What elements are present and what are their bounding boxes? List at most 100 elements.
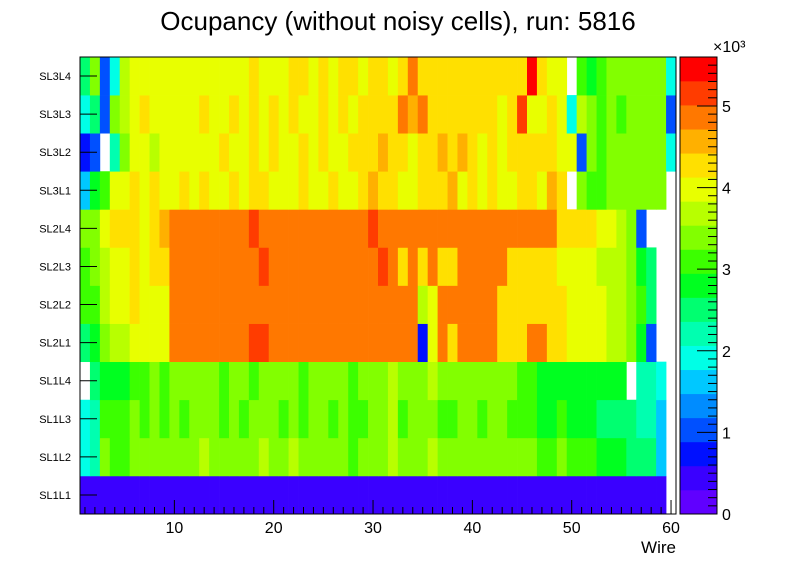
heatmap-cell — [546, 171, 558, 210]
heatmap-cell — [517, 399, 528, 439]
heatmap-cell — [288, 323, 299, 363]
heatmap-cell — [318, 95, 329, 134]
heatmap-cell — [527, 95, 538, 134]
colorbar-segment — [680, 57, 717, 82]
heatmap-cell — [189, 133, 200, 172]
heatmap-cell — [546, 361, 558, 401]
heatmap-cell — [576, 437, 587, 477]
heatmap-cell — [596, 209, 607, 248]
heatmap-cell — [229, 247, 240, 286]
heatmap-cell — [219, 285, 230, 324]
heatmap-cell — [268, 437, 280, 477]
heatmap-cell — [586, 57, 597, 96]
heatmap-cell — [586, 247, 597, 286]
heatmap-cell — [288, 399, 299, 439]
heatmap-cell — [358, 57, 369, 96]
heatmap-cell — [189, 361, 200, 401]
heatmap-cell — [616, 95, 627, 134]
heatmap-cell — [368, 247, 379, 286]
heatmap-cell — [387, 247, 399, 286]
heatmap-cell — [189, 323, 200, 363]
heatmap-cell — [536, 247, 548, 286]
x-axis-label: Wire — [641, 538, 676, 557]
heatmap-cell — [437, 95, 448, 134]
colorbar-segment — [680, 81, 717, 106]
heatmap-cell — [497, 209, 508, 248]
heatmap-cell — [368, 437, 379, 477]
heatmap-cell — [219, 399, 230, 439]
heatmap-cell — [348, 171, 359, 210]
heatmap-cell — [487, 209, 498, 248]
heatmap-cell — [477, 285, 488, 324]
heatmap-cell — [477, 95, 488, 134]
heatmap-cell — [258, 437, 270, 477]
heatmap-cell — [387, 361, 399, 401]
heatmap-cell — [626, 437, 637, 477]
heatmap-cell — [646, 361, 657, 401]
heatmap-cell — [129, 57, 140, 96]
heatmap-cell — [238, 133, 250, 172]
heatmap-cell — [497, 95, 508, 134]
heatmap-cell — [278, 399, 289, 439]
heatmap-cell — [368, 475, 379, 515]
heatmap-cell — [209, 361, 220, 401]
heatmap-cell — [427, 133, 438, 172]
heatmap-cell — [487, 247, 498, 286]
heatmap-cell — [517, 95, 528, 134]
heatmap-cell — [656, 361, 667, 401]
heatmap-cell — [238, 95, 250, 134]
heatmap-cell — [616, 247, 627, 286]
heatmap-cell — [507, 361, 518, 401]
heatmap-cell — [566, 209, 578, 248]
heatmap-cell — [447, 171, 458, 210]
heatmap-cell — [536, 95, 548, 134]
heatmap-cell — [378, 437, 389, 477]
heatmap-cell — [566, 323, 578, 363]
heatmap-cell — [447, 247, 458, 286]
colorbar-exponent: ×10³ — [713, 39, 746, 56]
heatmap-cell — [248, 209, 260, 248]
heatmap-cell — [477, 57, 488, 96]
heatmap-cell — [507, 399, 518, 439]
heatmap-cell — [288, 171, 299, 210]
heatmap-cell — [527, 399, 538, 439]
heatmap-cell — [169, 399, 180, 439]
heatmap-cell — [199, 95, 210, 134]
heatmap-cell — [219, 361, 230, 401]
heatmap-cell — [109, 57, 121, 96]
heatmap-cell — [159, 399, 170, 439]
heatmap-cell — [278, 95, 289, 134]
heatmap-cell — [616, 323, 627, 363]
heatmap-cell — [169, 475, 180, 515]
colorbar-segment — [680, 441, 717, 467]
heatmap-cell — [278, 475, 289, 515]
heatmap-cell — [149, 285, 160, 324]
colorbar-tick-label: 2 — [722, 344, 731, 361]
heatmap-cell — [149, 247, 160, 286]
x-tick-label: 30 — [364, 520, 382, 537]
heatmap-cell — [546, 399, 558, 439]
heatmap-cell — [556, 247, 568, 286]
colorbar-segment — [680, 393, 717, 419]
heatmap-cell — [636, 437, 647, 477]
heatmap-cell — [616, 209, 627, 248]
heatmap-cell — [378, 247, 389, 286]
heatmap-cell — [189, 285, 200, 324]
heatmap-cell — [258, 209, 270, 248]
heatmap-cell — [258, 95, 270, 134]
heatmap-cell — [209, 57, 220, 96]
heatmap-cell — [417, 323, 429, 363]
x-tick-label: 10 — [165, 520, 183, 537]
heatmap-cell — [229, 57, 240, 96]
heatmap-cell — [517, 285, 528, 324]
heatmap-cell — [646, 95, 657, 134]
heatmap-cell — [268, 285, 280, 324]
heatmap-cell — [447, 361, 458, 401]
heatmap-cell — [338, 437, 349, 477]
heatmap-cell — [666, 57, 677, 96]
heatmap-cell — [99, 95, 111, 134]
heatmap-cell — [169, 209, 180, 248]
heatmap-cell — [576, 171, 587, 210]
heatmap-cell — [457, 323, 468, 363]
